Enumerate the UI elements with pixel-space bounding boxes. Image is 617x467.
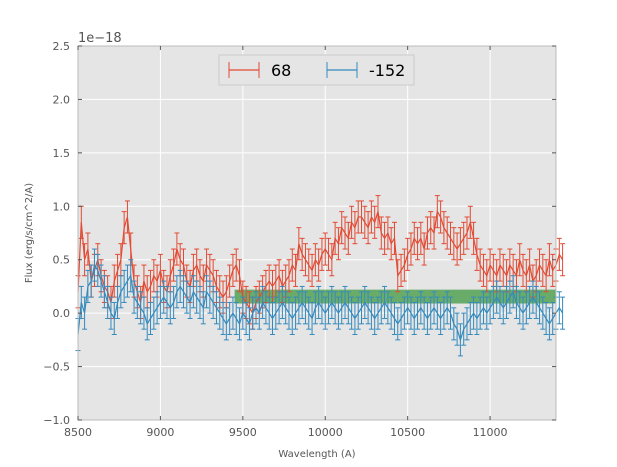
y-tick-label: 1.0	[53, 200, 71, 213]
x-tick-label: 8500	[64, 426, 92, 439]
legend-entry-1: -152	[326, 61, 405, 80]
y-tick-label: 1.5	[53, 147, 71, 160]
legend-frame	[218, 54, 415, 86]
y-tick-label: 2.5	[53, 40, 71, 53]
error-bar	[560, 243, 566, 277]
y-tick-label: 2.0	[53, 93, 71, 106]
x-tick-label: 11000	[473, 426, 508, 439]
error-bar	[560, 296, 566, 330]
legend-label: -152	[369, 61, 405, 80]
x-tick-label: 10500	[390, 426, 425, 439]
legend: 68 -152	[218, 54, 415, 86]
y-tick-label: 0.0	[53, 307, 71, 320]
x-tick-label: 9500	[229, 426, 257, 439]
series-line	[77, 209, 564, 315]
x-tick-label: 10000	[308, 426, 343, 439]
y-tick-label: −1.0	[43, 414, 70, 427]
legend-label: 68	[271, 61, 291, 80]
x-tick-label: 9000	[146, 426, 174, 439]
plot-area	[78, 46, 556, 420]
y-offset-label: 1e−18	[78, 31, 122, 46]
y-tick-label: 0.5	[53, 254, 71, 267]
series-1	[75, 248, 566, 357]
ticks: 8500 9000 9500 10000 10500 11000 −1.0 −0.5 0.0 0.…	[43, 40, 556, 439]
y-axis-label: Flux (erg/s/cm^2/A)	[24, 183, 35, 283]
series-line	[77, 263, 564, 342]
legend-entry-0: 68	[228, 61, 291, 80]
y-tick-label: −0.5	[43, 361, 70, 374]
plot-frame	[77, 45, 557, 421]
x-axis-label: Wavelength (A)	[278, 449, 355, 460]
